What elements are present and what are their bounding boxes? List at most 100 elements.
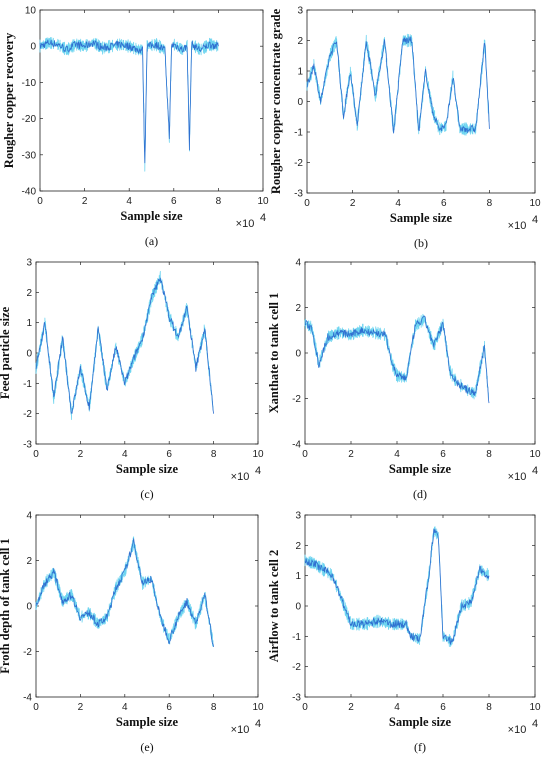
x-tick-label: 0 xyxy=(302,702,308,713)
y-tick-label: 2 xyxy=(26,556,32,567)
x-multiplier: ×10 xyxy=(231,724,250,736)
y-tick-label: 0 xyxy=(26,349,32,360)
x-tick-label: 4 xyxy=(122,449,128,460)
y-tick-label: -2 xyxy=(23,647,32,658)
y-tick-label: -10 xyxy=(22,78,37,89)
y-tick-label: -40 xyxy=(22,187,37,198)
x-tick-label: 8 xyxy=(216,196,222,207)
x-tick-label: 4 xyxy=(126,196,132,207)
x-tick-label: 6 xyxy=(440,449,446,460)
y-tick-label: -1 xyxy=(294,128,303,139)
y-tick-label: 0 xyxy=(295,349,301,360)
x-tick-label: 8 xyxy=(487,198,493,209)
panel-a: 0 2 4 6 8 10 10 0 -10 -20 -30 -40 Sample size ×10 4 Rou… xyxy=(2,6,269,249)
y-tick-label: 3 xyxy=(26,258,32,269)
x-tick-label: 6 xyxy=(440,702,446,713)
y-tick-label: -2 xyxy=(23,409,32,420)
x-tick-label: 4 xyxy=(394,449,400,460)
y-tick-label: -4 xyxy=(23,693,32,704)
x-axis-label: Sample size xyxy=(116,715,179,729)
x-tick-label: 6 xyxy=(166,702,172,713)
x-axis-label: Sample size xyxy=(390,211,453,225)
y-axis-label: Xanthate to tank cell 1 xyxy=(267,293,281,414)
x-tick-label: 10 xyxy=(252,702,264,713)
x-tick-label: 2 xyxy=(348,702,354,713)
x-tick-label: 4 xyxy=(395,198,401,209)
panel-caption: (a) xyxy=(145,234,158,248)
x-tick-label: 6 xyxy=(171,196,177,207)
y-tick-label: 4 xyxy=(295,258,301,269)
y-tick-label: -3 xyxy=(23,440,32,451)
y-axis-label: Airflow to tank cell 2 xyxy=(267,550,281,662)
series-band xyxy=(306,33,490,136)
plot-frame xyxy=(304,261,536,445)
plot-frame xyxy=(35,261,259,445)
series-line xyxy=(306,36,490,134)
x-axis-label: Sample size xyxy=(389,715,452,729)
y-tick-label: 1 xyxy=(295,571,301,582)
x-multiplier-exponent: 4 xyxy=(532,465,538,477)
x-tick-label: 10 xyxy=(529,702,541,713)
y-axis-label: Rougher copper concentrate grade xyxy=(269,8,283,194)
series-line xyxy=(304,315,490,404)
x-tick-label: 0 xyxy=(37,196,43,207)
y-tick-label: -20 xyxy=(22,114,37,125)
x-multiplier: ×10 xyxy=(508,471,527,483)
x-multiplier-exponent: 4 xyxy=(260,212,266,224)
series-band xyxy=(304,526,489,648)
series-band xyxy=(35,536,214,647)
x-tick-label: 4 xyxy=(394,702,400,713)
x-tick-label: 8 xyxy=(486,449,492,460)
panel-caption: (e) xyxy=(140,740,153,754)
y-tick-label: -2 xyxy=(294,158,303,169)
panel-e: 0 2 4 6 8 10 4 2 0 -2 -4 Sample size ×10 4 Froth depth… xyxy=(0,511,264,755)
y-tick-label: 2 xyxy=(295,303,301,314)
series-line xyxy=(39,39,219,164)
x-tick-label: 2 xyxy=(82,196,88,207)
x-tick-label: 10 xyxy=(529,198,541,209)
x-multiplier-exponent: 4 xyxy=(255,465,261,477)
panel-caption: (c) xyxy=(140,487,153,501)
y-tick-label: 2 xyxy=(26,288,32,299)
y-tick-label: -30 xyxy=(22,150,37,161)
x-tick-label: 10 xyxy=(257,196,269,207)
y-tick-label: -3 xyxy=(294,189,303,200)
y-tick-label: 10 xyxy=(25,6,37,17)
y-tick-label: 0 xyxy=(295,602,301,613)
plot-frame xyxy=(39,9,264,192)
x-axis-label: Sample size xyxy=(116,462,179,476)
y-tick-label: 0 xyxy=(26,602,32,613)
x-tick-label: 2 xyxy=(350,198,356,209)
series-line xyxy=(35,277,214,414)
y-tick-label: -3 xyxy=(292,693,301,704)
x-tick-label: 2 xyxy=(348,449,354,460)
x-tick-label: 6 xyxy=(441,198,447,209)
x-axis-label: Sample size xyxy=(389,462,452,476)
x-multiplier: ×10 xyxy=(508,220,527,232)
y-axis-label: Froth depth of tank cell 1 xyxy=(0,538,12,674)
x-tick-label: 0 xyxy=(33,449,39,460)
x-tick-label: 10 xyxy=(529,449,541,460)
plot-frame xyxy=(35,514,259,698)
y-tick-label: 1 xyxy=(26,318,32,329)
series-band xyxy=(35,270,214,420)
plot-frame xyxy=(306,9,536,194)
x-tick-label: 6 xyxy=(166,449,172,460)
x-multiplier-exponent: 4 xyxy=(532,214,538,226)
x-multiplier-exponent: 4 xyxy=(532,718,538,730)
panel-caption: (b) xyxy=(414,236,428,250)
y-axis-label: Rougher copper recovery xyxy=(2,32,16,168)
x-tick-label: 0 xyxy=(304,198,310,209)
y-tick-label: 2 xyxy=(297,36,303,47)
panel-caption: (f) xyxy=(414,740,426,754)
x-axis-label: Sample size xyxy=(120,209,183,223)
x-tick-label: 4 xyxy=(122,702,128,713)
x-tick-label: 2 xyxy=(78,702,84,713)
x-tick-label: 0 xyxy=(33,702,39,713)
series-line xyxy=(304,528,490,645)
y-tick-label: -4 xyxy=(292,440,301,451)
